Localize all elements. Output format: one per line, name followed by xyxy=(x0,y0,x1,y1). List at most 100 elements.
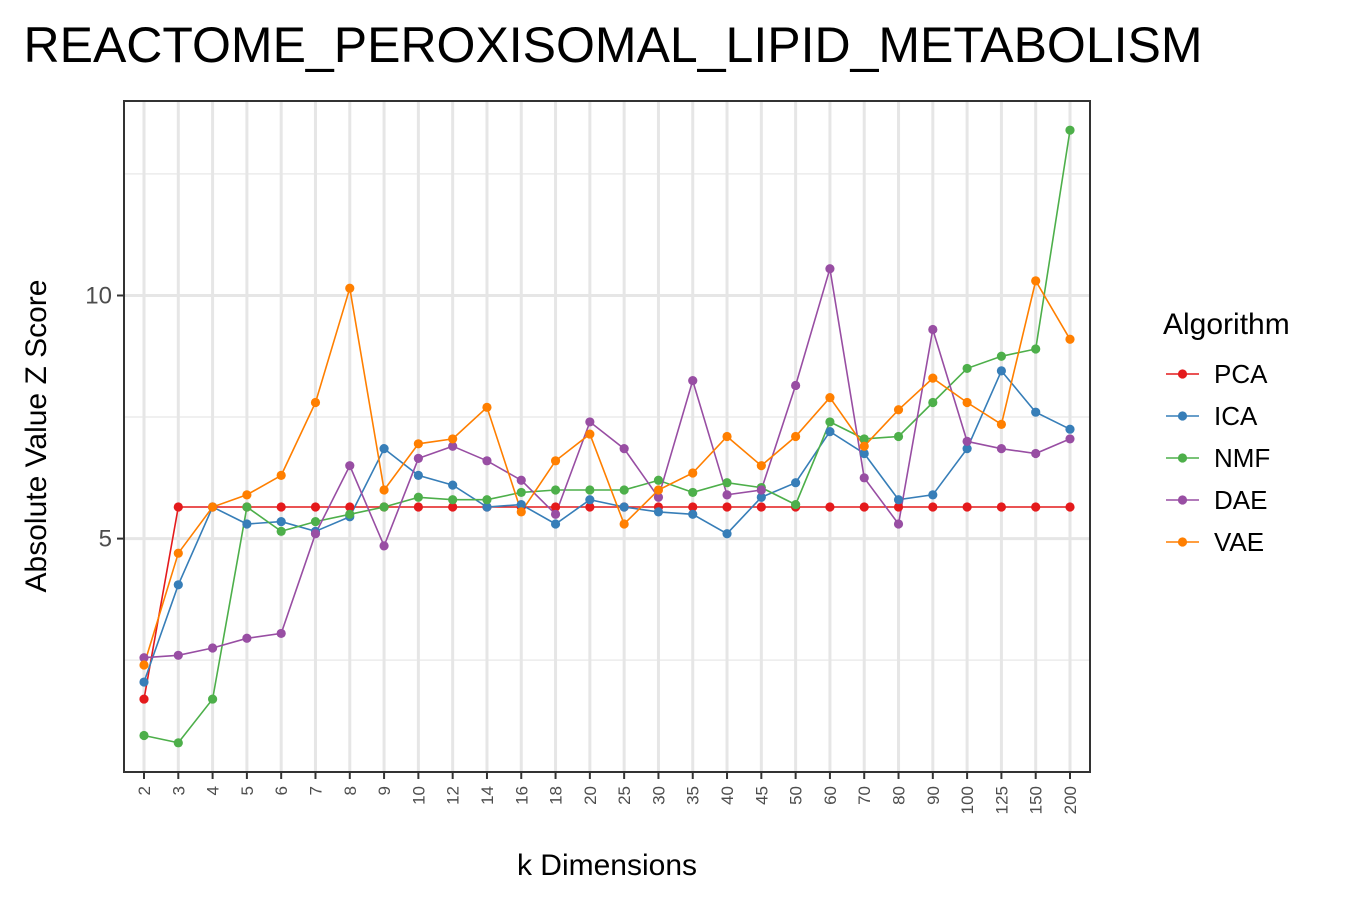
data-point-nmf xyxy=(379,502,389,512)
legend-key-point xyxy=(1177,495,1188,505)
data-point-dae xyxy=(379,541,389,551)
legend-label: ICA xyxy=(1214,401,1258,431)
series-line-dae xyxy=(143,268,1071,659)
data-point-vae xyxy=(379,485,389,495)
legend-label: NMF xyxy=(1214,443,1270,473)
data-point-nmf xyxy=(893,431,904,442)
x-tick-label: 4 xyxy=(204,786,223,795)
data-point-vae xyxy=(653,485,664,495)
data-point-vae xyxy=(550,456,561,466)
data-point-nmf xyxy=(413,492,423,502)
series-line-vae xyxy=(143,278,1071,666)
data-point-nmf xyxy=(310,516,321,527)
data-point-pca xyxy=(550,502,561,512)
data-point-vae xyxy=(756,461,766,471)
data-point-pca xyxy=(859,502,869,512)
data-point-vae xyxy=(893,405,904,415)
x-tick-label: 25 xyxy=(615,786,634,805)
data-point-pca xyxy=(585,502,595,512)
data-point-vae xyxy=(928,373,938,383)
x-tick-label: 5 xyxy=(238,786,257,795)
data-point-vae xyxy=(345,283,355,293)
data-point-dae xyxy=(276,628,286,639)
data-point-vae xyxy=(173,548,183,558)
legend-label: DAE xyxy=(1214,485,1267,515)
series-line-nmf xyxy=(143,130,1071,744)
data-point-pca xyxy=(448,502,458,512)
data-point-dae xyxy=(207,643,218,653)
data-point-dae xyxy=(928,324,938,335)
data-point-vae xyxy=(516,507,526,517)
data-point-vae xyxy=(825,393,835,403)
x-tick-label: 45 xyxy=(752,786,771,805)
x-tick-label: 6 xyxy=(272,786,291,795)
data-point-nmf xyxy=(722,478,732,488)
data-point-ica xyxy=(756,492,766,502)
x-tick-label: 20 xyxy=(581,786,600,805)
data-point-vae xyxy=(722,431,732,442)
y-axis-title: Absolute Value Z Score xyxy=(20,280,53,593)
data-point-pca xyxy=(756,502,766,512)
x-tick-label: 35 xyxy=(684,786,703,805)
legend-key-point xyxy=(1177,453,1188,463)
x-tick-label: 40 xyxy=(718,786,737,805)
data-point-vae xyxy=(688,468,698,478)
x-axis-title: k Dimensions xyxy=(517,849,697,882)
legend-label: PCA xyxy=(1214,359,1268,389)
data-point-pca xyxy=(276,502,286,512)
legend-label: VAE xyxy=(1214,527,1264,557)
x-tick-label: 14 xyxy=(478,786,497,805)
data-point-ica xyxy=(242,519,252,529)
data-point-nmf xyxy=(482,495,492,505)
data-point-dae xyxy=(996,444,1007,454)
data-point-ica xyxy=(516,499,526,510)
data-point-vae xyxy=(207,502,218,512)
x-tick-label: 7 xyxy=(306,786,325,795)
legend-key-point xyxy=(1177,369,1188,379)
legend-title: Algorithm xyxy=(1163,308,1290,341)
data-point-dae xyxy=(791,380,801,391)
x-tick-label: 50 xyxy=(787,786,806,805)
data-point-vae xyxy=(482,402,492,412)
data-point-ica xyxy=(550,519,561,529)
x-tick-label: 200 xyxy=(1061,786,1080,814)
data-point-dae xyxy=(962,436,972,446)
data-point-pca xyxy=(928,502,938,512)
data-point-ica xyxy=(619,502,629,512)
data-point-vae xyxy=(242,490,252,500)
data-point-dae xyxy=(516,475,526,485)
data-point-dae xyxy=(310,529,321,539)
data-point-vae xyxy=(276,470,286,480)
data-point-dae xyxy=(482,456,492,466)
data-point-ica xyxy=(1065,424,1075,434)
data-point-ica xyxy=(1031,407,1041,417)
data-point-pca xyxy=(1065,502,1075,512)
x-tick-label: 2 xyxy=(135,786,154,795)
x-tick-label: 100 xyxy=(958,786,977,814)
data-point-nmf xyxy=(242,502,252,512)
data-point-pca xyxy=(688,502,698,512)
x-tick-label: 8 xyxy=(341,786,360,795)
x-tick-label: 16 xyxy=(512,786,531,805)
data-point-ica xyxy=(791,478,801,488)
chart-title: REACTOME_PEROXISOMAL_LIPID_METABOLISM xyxy=(23,17,1202,73)
data-point-ica xyxy=(928,490,938,500)
data-point-vae xyxy=(585,429,595,439)
y-tick-label: 5 xyxy=(99,526,112,553)
data-point-nmf xyxy=(276,526,286,536)
data-point-ica xyxy=(139,677,149,687)
data-point-pca xyxy=(1031,502,1041,512)
data-point-dae xyxy=(242,633,252,643)
data-point-nmf xyxy=(619,485,629,495)
data-point-pca xyxy=(173,502,183,512)
y-tick-label: 10 xyxy=(85,282,112,309)
x-tick-label: 18 xyxy=(547,786,566,805)
data-point-dae xyxy=(413,453,423,463)
data-point-nmf xyxy=(962,363,972,374)
data-point-nmf xyxy=(173,738,183,748)
data-point-vae xyxy=(448,434,458,444)
data-point-nmf xyxy=(791,499,801,510)
data-point-nmf xyxy=(1065,125,1075,135)
